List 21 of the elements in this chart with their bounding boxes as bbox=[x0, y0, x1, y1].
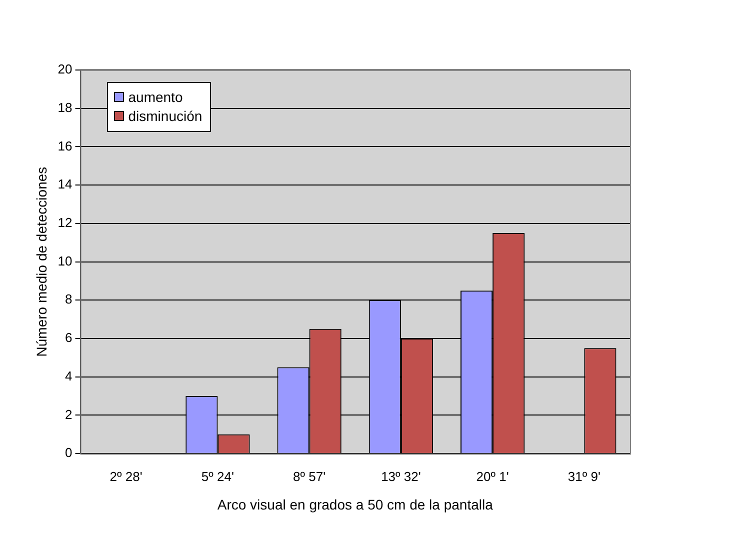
legend-label: aumento bbox=[128, 89, 183, 105]
y-tick-label: 20 bbox=[58, 62, 72, 77]
x-tick-label: 13º 32' bbox=[381, 468, 421, 484]
y-tick-label: 4 bbox=[65, 368, 72, 384]
x-tick-label: 20º 1' bbox=[476, 468, 509, 484]
y-tick-label: 8 bbox=[65, 292, 72, 307]
legend-label: disminución bbox=[128, 108, 202, 124]
x-tick-label: 2º 28' bbox=[110, 468, 142, 484]
y-tick-label: 0 bbox=[65, 445, 72, 460]
y-axis-title: Número medio de detecciones bbox=[33, 166, 50, 357]
x-axis-title: Arco visual en grados a 50 cm de la pantalla bbox=[217, 496, 494, 512]
x-tick-label: 5º 24' bbox=[201, 468, 234, 484]
x-tick-label: 8º 57' bbox=[293, 468, 326, 484]
y-tick-label: 18 bbox=[58, 100, 72, 115]
y-tick-label: 2 bbox=[65, 406, 72, 422]
y-tick-label: 12 bbox=[58, 215, 72, 230]
y-tick-label: 10 bbox=[58, 253, 72, 268]
y-tick-label: 16 bbox=[58, 138, 72, 154]
y-tick-label: 6 bbox=[65, 330, 72, 346]
x-tick-label: 31º 9' bbox=[568, 468, 600, 484]
y-tick-label: 14 bbox=[58, 176, 72, 192]
